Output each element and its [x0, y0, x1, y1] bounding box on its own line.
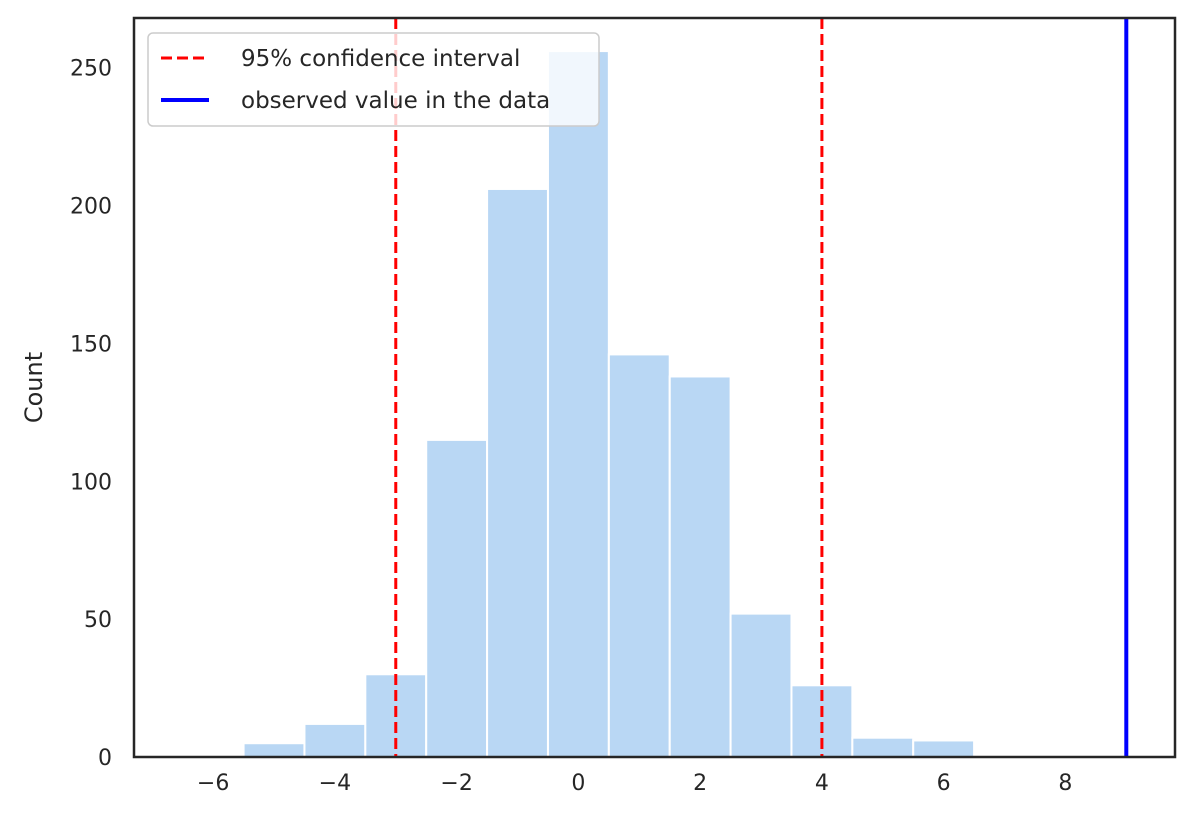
- histogram-bar: [668, 375, 732, 758]
- histogram-bar: [851, 736, 915, 758]
- x-tick-label: 4: [815, 771, 829, 796]
- histogram-bar: [242, 742, 306, 759]
- bars-layer: [242, 50, 976, 759]
- x-tick-label: −2: [440, 771, 472, 796]
- plot-frame: [132, 16, 1177, 759]
- x-tick-label: −4: [319, 771, 351, 796]
- y-tick-label: 100: [70, 470, 112, 495]
- y-tick-label: 0: [98, 746, 112, 771]
- x-tick-label: 6: [937, 771, 951, 796]
- y-axis-title: Count: [20, 352, 48, 423]
- y-tick-label: 200: [70, 195, 112, 220]
- axes-layer: −6 −4 −2 0 2 4 6 8 0 50 100 150 200 250 Count: [20, 16, 1177, 796]
- histogram-bar: [546, 50, 610, 759]
- legend-box: [147, 32, 600, 127]
- y-tick-label: 250: [70, 57, 112, 82]
- y-tick-label: 150: [70, 332, 112, 357]
- legend-label: 95% confidence interval: [241, 46, 520, 72]
- histogram-bar: [912, 739, 976, 758]
- x-tick-label: 0: [571, 771, 585, 796]
- histogram-bar: [729, 612, 793, 758]
- x-tick-label: −6: [197, 771, 229, 796]
- histogram-bar: [486, 187, 549, 758]
- histogram-bar: [425, 438, 489, 758]
- y-tick-label: 50: [84, 608, 112, 633]
- reference-lines-layer: [394, 18, 1129, 757]
- x-tick-label: 8: [1058, 771, 1072, 796]
- x-tick-label: 2: [693, 771, 707, 796]
- histogram-bar: [607, 353, 671, 758]
- legend: 95% confidence interval observed value in…: [147, 32, 600, 127]
- legend-label: observed value in the data: [241, 88, 550, 114]
- histogram-bar: [303, 722, 367, 759]
